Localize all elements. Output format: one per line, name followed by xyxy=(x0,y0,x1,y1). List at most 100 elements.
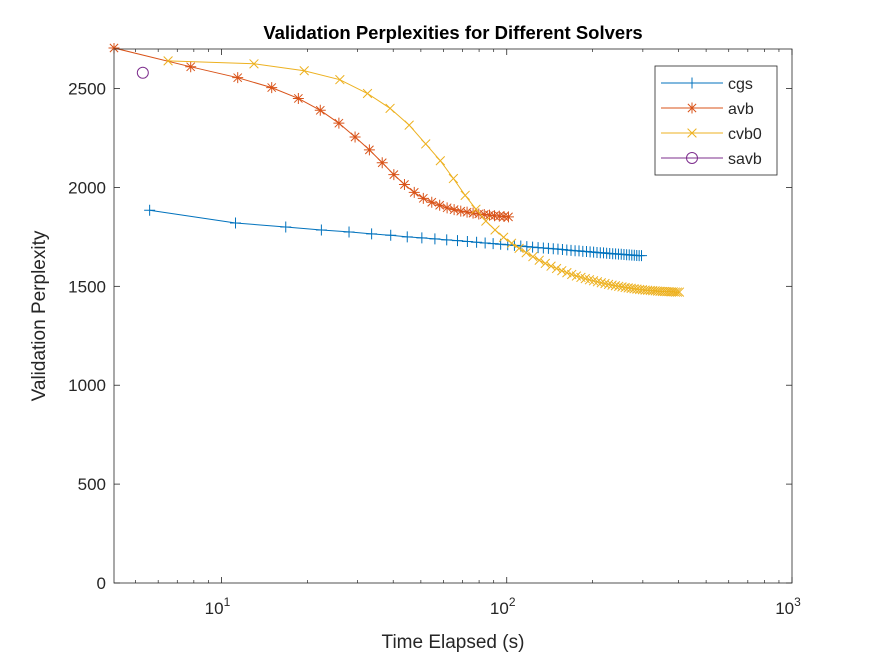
cvb0-point xyxy=(385,103,395,114)
x-tick-label-base: 10 xyxy=(490,599,509,618)
cgs-point xyxy=(471,236,483,248)
legend-label: cvb0 xyxy=(728,126,762,143)
cvb0-point xyxy=(335,74,345,85)
legend-marker xyxy=(686,152,698,164)
x-tick-label: 103 xyxy=(775,595,801,618)
x-tick-label-exponent: 2 xyxy=(509,595,516,609)
cvb0-point xyxy=(498,232,509,243)
plot-frame xyxy=(113,48,793,584)
x-axis-label: Time Elapsed (s) xyxy=(382,632,525,653)
avb-point xyxy=(349,131,361,143)
avb-point xyxy=(266,82,278,94)
avb-point xyxy=(502,211,514,223)
legend-item-cgs: cgs xyxy=(661,76,753,93)
cvb0-point xyxy=(528,251,538,262)
cvb0-point xyxy=(490,225,500,235)
avb-point xyxy=(455,205,467,217)
savb-point xyxy=(136,66,149,79)
cgs-point xyxy=(479,237,491,249)
avb-point xyxy=(461,206,473,218)
avb-point xyxy=(398,178,410,190)
cvb0-point xyxy=(521,247,531,258)
avb-point xyxy=(448,204,460,216)
avb-point xyxy=(388,169,400,181)
cvb0-point xyxy=(471,204,481,214)
cgs-point xyxy=(487,238,499,250)
cvb0-point xyxy=(420,139,431,149)
cgs-point xyxy=(451,235,463,247)
cvb0-point xyxy=(404,120,414,130)
cgs-point xyxy=(441,234,453,246)
series-savb xyxy=(136,66,149,79)
cgs-point xyxy=(429,233,441,245)
cgs-point xyxy=(280,221,292,233)
avb-point xyxy=(473,208,485,220)
avb-point xyxy=(292,92,304,104)
y-tick-label: 500 xyxy=(78,475,106,494)
cvb0-point xyxy=(557,265,567,276)
avb-point xyxy=(441,202,453,214)
cvb0-point xyxy=(670,287,681,297)
series-cgs xyxy=(144,204,648,262)
cgs-point xyxy=(461,235,473,247)
cvb0-point xyxy=(546,261,556,271)
cvb0-point xyxy=(362,88,373,99)
cvb0-point xyxy=(163,56,173,66)
cvb0-point xyxy=(623,283,633,293)
legend-item-avb: avb xyxy=(661,101,754,118)
cgs-point xyxy=(401,231,413,243)
avb-point xyxy=(333,117,345,129)
cvb0-point xyxy=(672,287,683,297)
cvb0-point xyxy=(481,216,491,226)
avb-point xyxy=(467,207,479,219)
series-avb xyxy=(108,43,514,223)
legend: cgs avb cvb0 savb xyxy=(654,65,778,176)
legend-label: avb xyxy=(728,101,754,118)
x-tick-label-exponent: 1 xyxy=(224,595,231,609)
avb-point xyxy=(478,209,490,221)
y-tick-label: 0 xyxy=(97,574,106,593)
avb-point xyxy=(434,199,446,211)
cvb0-point xyxy=(299,66,309,76)
cvb0-point xyxy=(460,190,470,201)
cgs-point xyxy=(636,250,648,262)
cgs-point xyxy=(343,226,355,238)
cgs-point xyxy=(416,232,428,244)
cvb0-point xyxy=(448,173,459,184)
legend-box xyxy=(654,65,778,176)
cvb0-point xyxy=(514,243,524,254)
cvb0-point xyxy=(435,155,446,166)
cvb0-point xyxy=(592,277,603,287)
legend-label: savb xyxy=(728,151,762,168)
cvb0-point xyxy=(588,276,599,286)
x-tick-label-base: 10 xyxy=(775,599,794,618)
avb-point xyxy=(314,104,326,116)
avb-point xyxy=(232,72,244,84)
x-tick-label-exponent: 3 xyxy=(794,595,801,609)
legend-item-savb: savb xyxy=(661,151,762,168)
y-tick-label: 1500 xyxy=(68,277,106,296)
cgs-point xyxy=(521,241,533,253)
x-tick-label-base: 10 xyxy=(205,599,224,618)
cvb0-point xyxy=(674,287,685,297)
cvb0-point xyxy=(596,278,607,288)
cvb0-point xyxy=(584,275,595,285)
cgs-point xyxy=(366,228,378,240)
cgs-point xyxy=(144,204,156,216)
legend-label: cgs xyxy=(728,76,753,93)
y-axis-label: Validation Perplexity xyxy=(29,230,50,401)
y-tick-label: 1000 xyxy=(68,376,106,395)
cvb0-point xyxy=(540,258,551,269)
series-layer xyxy=(108,43,685,297)
avb-point xyxy=(363,144,375,156)
legend-marker xyxy=(687,128,697,138)
avb-point xyxy=(108,43,120,54)
axes-layer xyxy=(113,48,793,584)
cvb0-point xyxy=(506,238,517,248)
avb-point xyxy=(426,196,438,208)
cgs-point xyxy=(385,229,397,241)
x-tick-label: 101 xyxy=(205,595,231,618)
avb-point xyxy=(185,61,197,73)
